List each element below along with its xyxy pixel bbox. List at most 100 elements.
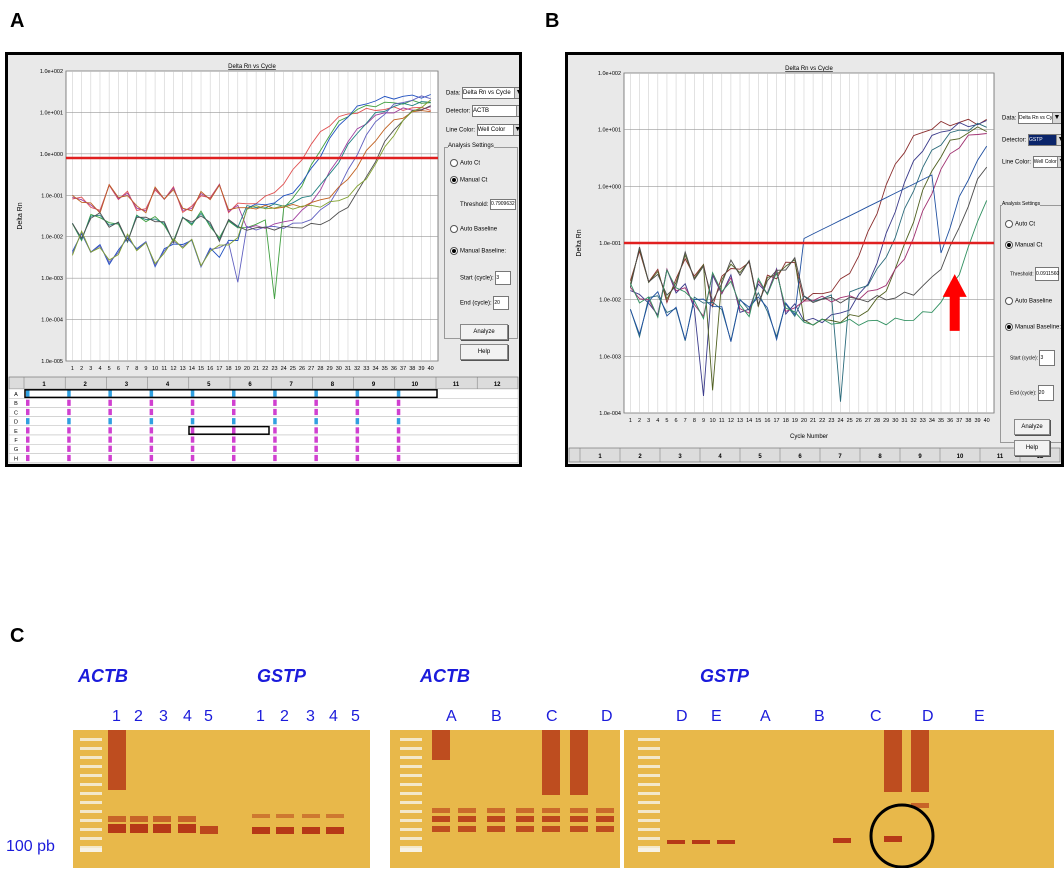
ladder-band — [400, 828, 422, 831]
plate-well-marker — [108, 408, 112, 416]
x-tick-label: 23 — [828, 418, 834, 424]
x-tick-label: 18 — [226, 366, 232, 372]
plate-well-marker — [190, 436, 195, 443]
x-tick-label: 29 — [327, 366, 333, 372]
radio-icon — [450, 176, 458, 184]
gel-band — [458, 816, 476, 822]
lane-label: 2 — [134, 708, 143, 725]
end-cycle-input[interactable]: 20 — [493, 296, 510, 310]
chevron-down-icon: ▼ — [1056, 157, 1061, 167]
plate-well-marker — [190, 399, 195, 406]
plate-col-label: 12 — [1037, 454, 1044, 460]
threshold-label: Threshold: — [1010, 271, 1034, 278]
threshold-input[interactable]: 0.7909632 — [490, 199, 517, 210]
data-dropdown-value: Delta Rn vs Cycle — [1019, 115, 1059, 121]
plate-well-marker — [355, 427, 360, 434]
data-selector[interactable]: Data: Delta Rn vs Cycle ▼ — [1002, 112, 1061, 124]
line-color-selector[interactable]: Line Color: Well Color▼ — [446, 124, 519, 136]
plate-well-marker — [149, 454, 154, 462]
plate-well-marker — [355, 408, 360, 416]
manual-baseline-radio[interactable]: Manual Baseline: — [1005, 323, 1061, 331]
gel-band — [108, 824, 126, 833]
gel-band — [302, 827, 320, 834]
analyze-button[interactable]: Analyze — [460, 324, 508, 340]
ladder-band — [80, 819, 102, 822]
data-dropdown[interactable]: Delta Rn vs Cycle ▼ — [1018, 112, 1061, 124]
gel-band — [276, 827, 294, 834]
y-tick-label: 1.0e+001 — [40, 110, 63, 116]
start-cycle-input[interactable]: 3 — [495, 271, 512, 285]
manual-baseline-radio[interactable]: Manual Baseline: — [450, 247, 506, 255]
lane-label: 5 — [351, 708, 360, 725]
plate-well-marker — [396, 418, 401, 425]
x-tick-label: 25 — [847, 418, 853, 424]
plate-row-label: F — [14, 438, 18, 444]
ladder-band — [638, 846, 660, 849]
data-dropdown[interactable]: Delta Rn vs Cycle ▼ — [462, 87, 519, 99]
ladder-band — [80, 783, 102, 786]
radio-icon — [450, 159, 458, 167]
line-color-dropdown[interactable]: Well Color▼ — [476, 124, 519, 136]
detector-dropdown[interactable]: GSTP ▼ — [1028, 134, 1061, 146]
plate-col-label: 8 — [878, 454, 882, 460]
detector-selector[interactable]: Detector: ACTB ▼ — [446, 105, 519, 117]
ladder-band-100 — [80, 848, 102, 852]
auto-baseline-radio[interactable]: Auto Baseline — [450, 225, 497, 233]
end-cycle-input[interactable]: 20 — [1037, 385, 1054, 401]
auto-ct-radio[interactable]: Auto Ct — [450, 159, 480, 167]
threshold-input[interactable]: 0.0911560 — [1035, 267, 1059, 281]
ladder-band — [638, 774, 660, 777]
plate-col-label: 12 — [494, 382, 501, 388]
line-color-dropdown[interactable]: Well Color▼ — [1032, 156, 1061, 168]
x-tick-label: 2 — [80, 366, 83, 372]
manual-ct-radio[interactable]: Manual Ct — [450, 176, 487, 184]
start-cycle-field: Start (cycle): 3 — [1010, 350, 1056, 366]
help-button[interactable]: Help — [1014, 440, 1050, 456]
ladder-band — [638, 756, 660, 759]
plate-well-marker — [26, 427, 30, 434]
plate-well-marker — [67, 418, 71, 425]
analyze-button[interactable]: Analyze — [1014, 419, 1050, 435]
size-marker-label: 100 pb — [6, 838, 55, 855]
gel-images — [73, 730, 1054, 869]
ladder-band — [638, 828, 660, 831]
ladder-band — [400, 756, 422, 759]
auto-ct-label: Auto Ct — [460, 160, 481, 167]
gel-band — [596, 816, 614, 822]
panel-a-screenshot: Delta Rn vs Cycle 1 2 3 4 5 6 7 8 9 10 11 12 13 14 15 16… — [5, 52, 522, 467]
plate-well-marker — [67, 390, 71, 397]
detector-dropdown[interactable]: ACTB ▼ — [472, 105, 519, 117]
manual-ct-label: Manual Ct — [460, 177, 488, 184]
y-axis-label: Delta Rn — [17, 202, 24, 229]
threshold-field: Threshold: 0.7909632 — [460, 199, 517, 210]
plate-well-marker — [67, 445, 71, 452]
manual-ct-radio[interactable]: Manual Ct — [1005, 241, 1042, 249]
x-tick-label: 39 — [974, 418, 980, 424]
x-tick-label: 18 — [783, 418, 789, 424]
help-button[interactable]: Help — [460, 344, 508, 360]
gel-band — [487, 816, 505, 822]
plate-well-marker — [190, 418, 195, 425]
auto-ct-radio[interactable]: Auto Ct — [1005, 220, 1035, 228]
threshold-label: Threshold: — [460, 202, 489, 209]
gel-band — [487, 826, 505, 832]
line-color-selector[interactable]: Line Color: Well Color▼ — [1002, 156, 1061, 168]
x-tick-label: 24 — [281, 366, 287, 372]
detector-label: Detector: — [446, 108, 471, 115]
data-selector[interactable]: Data: Delta Rn vs Cycle ▼ — [446, 87, 519, 99]
x-tick-label: 32 — [911, 418, 917, 424]
plate-col-label: 1 — [42, 382, 46, 388]
lane-label: 1 — [256, 708, 265, 725]
start-cycle-input[interactable]: 3 — [1039, 350, 1056, 366]
x-tick-label: 3 — [647, 418, 650, 424]
plate-well-marker — [190, 427, 195, 434]
auto-baseline-radio[interactable]: Auto Baseline — [1005, 297, 1052, 305]
gel-band — [833, 838, 851, 843]
x-tick-label: 38 — [965, 418, 971, 424]
ladder-band — [400, 774, 422, 777]
plate-col-label: 2 — [638, 454, 642, 460]
plate-well-marker — [232, 390, 236, 397]
detector-selector[interactable]: Detector: GSTP ▼ — [1002, 134, 1061, 146]
data-dropdown-value: Delta Rn vs Cycle — [463, 90, 511, 96]
x-tick-label: 10 — [710, 418, 716, 424]
